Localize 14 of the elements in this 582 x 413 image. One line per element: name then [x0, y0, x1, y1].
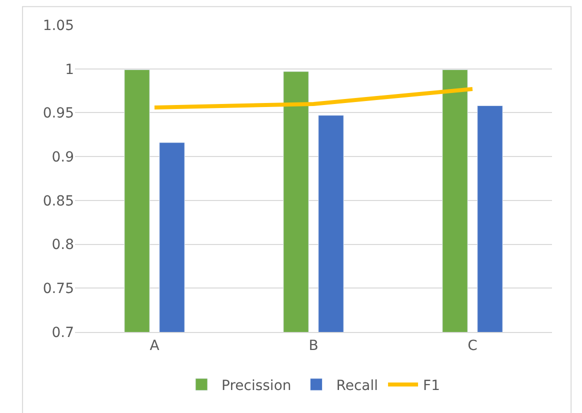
x-tick-label: A	[150, 338, 160, 354]
legend-label: Recall	[336, 378, 378, 394]
y-tick-label: 1	[65, 62, 74, 78]
y-tick-label: 0.95	[42, 106, 74, 122]
legend-label: F1	[423, 378, 440, 394]
y-tick-label: 0.9	[52, 149, 74, 166]
x-tick-label: B	[308, 338, 318, 354]
x-tick-label: C	[468, 338, 478, 354]
legend-label: Precission	[222, 378, 292, 394]
y-tick-label: 0.8	[52, 237, 74, 254]
y-tick-label: 0.85	[42, 193, 74, 210]
y-tick-label: 1.05	[42, 18, 74, 34]
y-tick-label: 0.7	[52, 324, 74, 341]
y-tick-label: 0.75	[42, 281, 74, 298]
